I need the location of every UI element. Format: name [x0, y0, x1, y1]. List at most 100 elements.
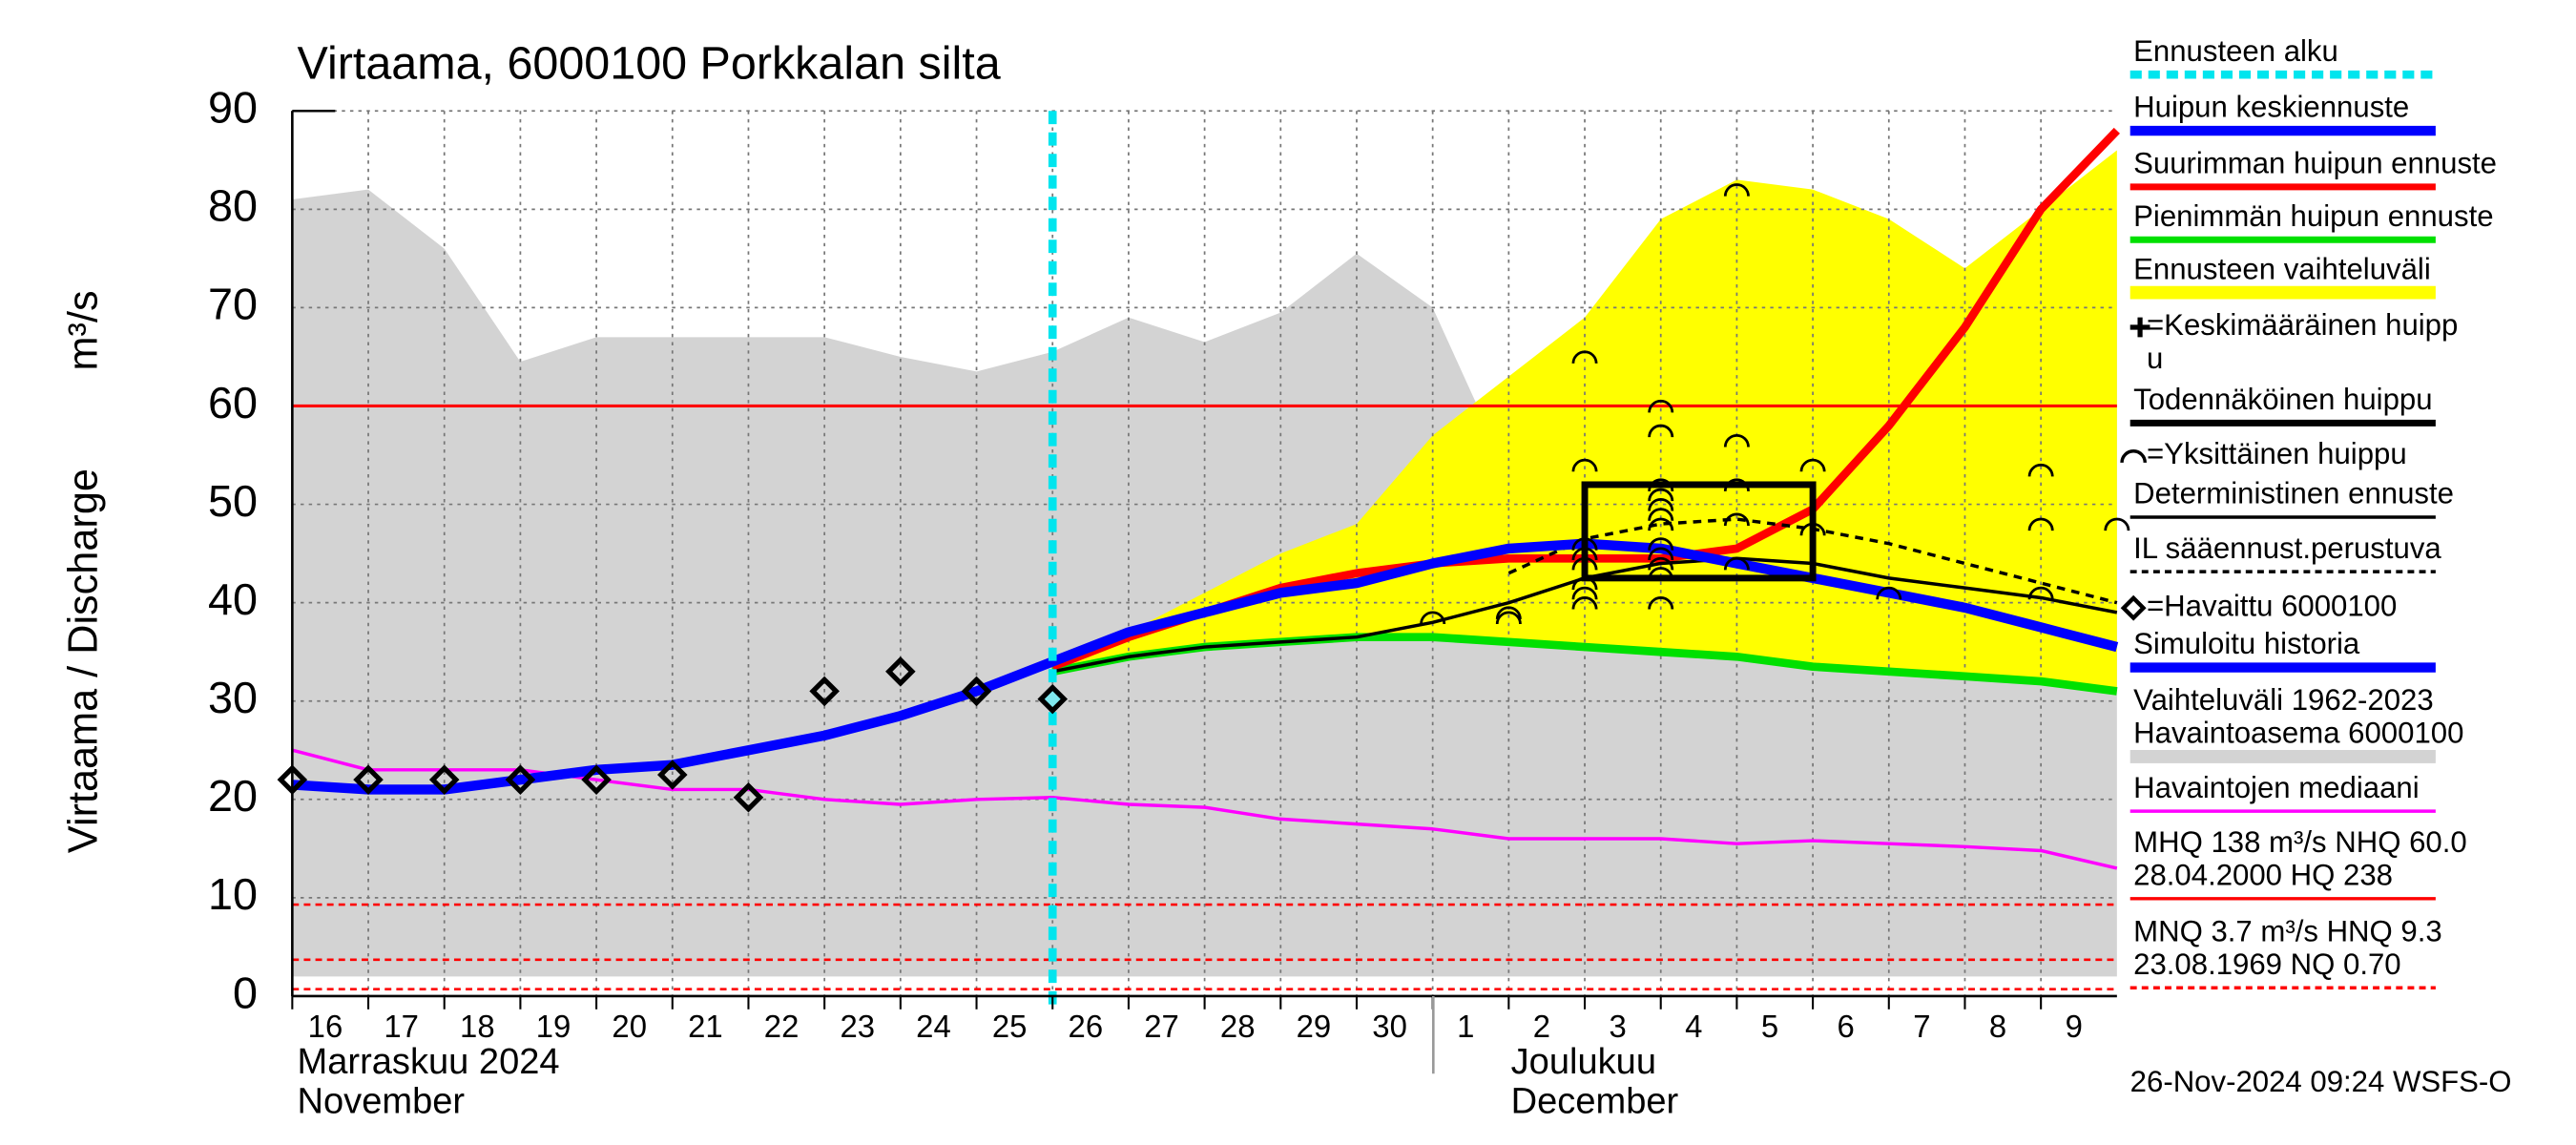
x-tick-label: 16 — [308, 1009, 343, 1044]
x-tick-label: 27 — [1144, 1009, 1179, 1044]
x-tick-label: 28 — [1220, 1009, 1256, 1044]
individual-peak — [1495, 611, 1522, 625]
individual-peak — [1723, 433, 1750, 448]
y-axis-label: Virtaama / Discharge — [60, 468, 106, 853]
individual-peak — [1495, 606, 1522, 619]
individual-peak — [2027, 463, 2054, 477]
x-tick-label: 1 — [1457, 1009, 1474, 1044]
individual-peak — [2104, 517, 2130, 531]
x-tick-label: 22 — [764, 1009, 800, 1044]
legend-label: Pienimmän huipun ennuste — [2133, 199, 2493, 233]
observation — [505, 764, 536, 795]
x-tick-label: 24 — [916, 1009, 951, 1044]
individual-peak — [1799, 522, 1826, 536]
legend-label: u — [2147, 342, 2163, 375]
legend-label: Havaintoasema 6000100 — [2133, 717, 2463, 750]
x-tick-label: 2 — [1533, 1009, 1550, 1044]
individual-peak — [1420, 611, 1446, 625]
legend-label: Huipun keskiennuste — [2133, 91, 2409, 124]
individual-peak — [2027, 517, 2054, 531]
individual-peak — [1571, 586, 1598, 600]
observation — [1037, 683, 1069, 715]
legend-label: Havaintojen mediaani — [2133, 771, 2420, 804]
individual-peak — [1648, 537, 1674, 551]
legend-icon — [2129, 317, 2150, 338]
y-tick-label: 20 — [208, 771, 258, 821]
individual-peak — [1571, 537, 1598, 551]
observation — [428, 764, 460, 795]
legend-label: Simuloitu historia — [2133, 627, 2360, 660]
x-tick-label: 26 — [1069, 1009, 1104, 1044]
y-tick-label: 0 — [233, 968, 258, 1017]
individual-peak — [1571, 547, 1598, 561]
individual-peak — [1799, 458, 1826, 472]
month-label: Marraskuu 2024 — [298, 1042, 560, 1082]
individual-peak — [1723, 183, 1750, 197]
observation — [961, 676, 992, 707]
x-tick-label: 17 — [384, 1009, 419, 1044]
y-tick-label: 10 — [208, 869, 258, 919]
month-label: November — [298, 1082, 466, 1122]
individual-peak — [1723, 512, 1750, 527]
x-tick-label: 5 — [1761, 1009, 1778, 1044]
legend-label: 23.08.1969 NQ 0.70 — [2133, 947, 2400, 981]
legend-label: Ennusteen alku — [2133, 34, 2338, 68]
y-tick-label: 40 — [208, 574, 258, 624]
x-tick-label: 29 — [1297, 1009, 1332, 1044]
legend-label: =Yksittäinen huippu — [2147, 437, 2407, 470]
individual-peak — [1723, 556, 1750, 571]
observation — [885, 656, 916, 687]
y-tick-label: 80 — [208, 181, 258, 231]
legend: Ennusteen alku Huipun keskiennuste Suurimm… — [2120, 34, 2497, 990]
x-tick-label: 23 — [840, 1009, 875, 1044]
series-line — [291, 748, 2118, 870]
chart-title: Virtaama, 6000100 Porkkalan silta — [298, 37, 1001, 89]
probable-peak — [1581, 481, 1817, 582]
legend-label: MNQ 3.7 m³/s HNQ 9.3 — [2133, 914, 2442, 947]
observation — [656, 760, 688, 790]
individual-peak — [1571, 596, 1598, 610]
x-tick-label: 21 — [688, 1009, 723, 1044]
individual-peak — [1648, 478, 1674, 491]
observation — [733, 781, 764, 813]
month-label: December — [1511, 1082, 1679, 1122]
timestamp: 26-Nov-2024 09:24 WSFS-O — [2130, 1065, 2512, 1098]
x-tick-label: 3 — [1610, 1009, 1627, 1044]
individual-peak — [1648, 488, 1674, 502]
individual-peak — [1571, 556, 1598, 571]
legend-label: 28.04.2000 HQ 238 — [2133, 859, 2393, 892]
legend-label: =Keskimääräinen huipp — [2147, 308, 2458, 342]
y-tick-label: 60 — [208, 378, 258, 427]
observation — [809, 676, 840, 707]
observation — [353, 764, 384, 795]
individual-peak — [1648, 424, 1674, 438]
individual-peak — [1648, 567, 1674, 580]
individual-peak — [1648, 596, 1674, 610]
individual-peak — [1571, 576, 1598, 591]
y-tick-label: 90 — [208, 83, 258, 133]
x-tick-label: 9 — [2066, 1009, 2083, 1044]
individual-peak — [1648, 399, 1674, 413]
individual-peak — [2027, 586, 2054, 600]
individual-peak — [1571, 458, 1598, 472]
individual-peak — [1648, 517, 1674, 531]
x-tick-label: 30 — [1372, 1009, 1407, 1044]
legend-label: Vaihteluväli 1962-2023 — [2133, 683, 2434, 717]
month-label: Joulukuu — [1511, 1042, 1656, 1082]
observation — [581, 764, 612, 795]
y-tick-label: 70 — [208, 280, 258, 329]
legend-icon — [2120, 594, 2147, 621]
individual-peak — [1876, 586, 1902, 600]
y-axis-unit: m³/s — [60, 290, 106, 370]
individual-peak — [1648, 547, 1674, 561]
individual-peak — [1648, 556, 1674, 571]
x-tick-label: 19 — [536, 1009, 571, 1044]
x-tick-label: 25 — [992, 1009, 1028, 1044]
legend-label: Suurimman huipun ennuste — [2133, 147, 2497, 180]
legend-label: Ennusteen vaihteluväli — [2133, 252, 2431, 285]
y-tick-label: 30 — [208, 673, 258, 722]
legend-label: =Havaittu 6000100 — [2147, 589, 2397, 622]
